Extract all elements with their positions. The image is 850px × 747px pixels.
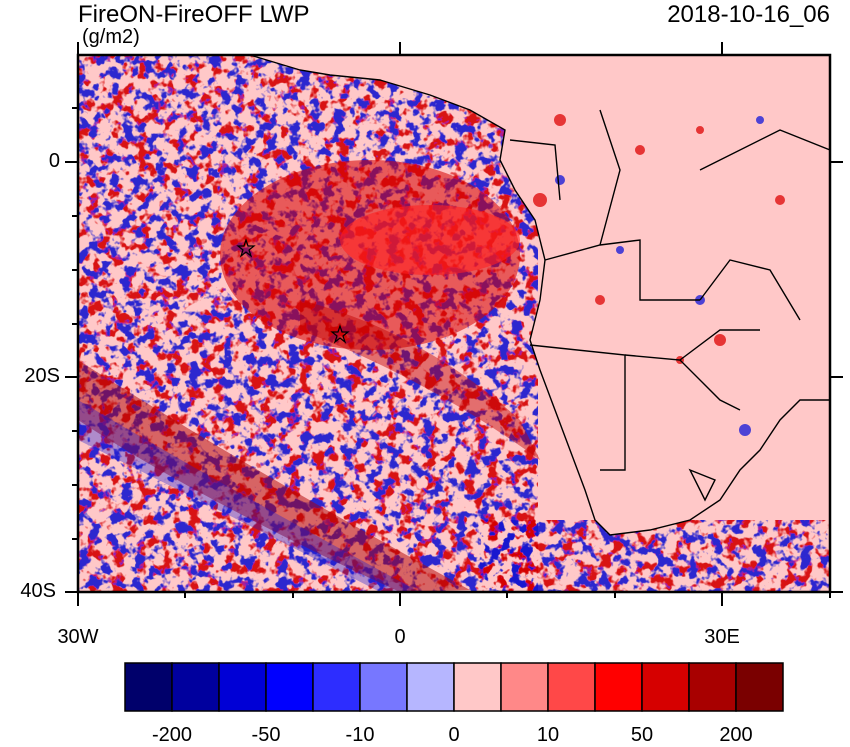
colorbar-swatch: [359, 662, 408, 712]
x-label-30e: 30E: [704, 626, 740, 648]
x-label-0: 0: [394, 626, 406, 648]
colorbar-swatch: [688, 662, 737, 712]
units-label: (g/m2): [82, 26, 140, 48]
colorbar-swatch: [735, 662, 784, 712]
colorbar-swatch: [500, 662, 549, 712]
colorbar-swatch: [124, 662, 173, 712]
star-marker: [330, 324, 350, 344]
colorbar-label: -50: [251, 724, 281, 746]
y-ticks: [65, 107, 843, 593]
colorbar-swatch: [265, 662, 314, 712]
colorbar-swatch: [218, 662, 267, 712]
colorbar-label: 10: [536, 724, 560, 746]
colorbar-label: 200: [719, 724, 753, 746]
colorbar-swatch: [406, 662, 455, 712]
x-label-30w: 30W: [57, 626, 99, 648]
colorbar-swatch: [641, 662, 690, 712]
africa-land: [250, 55, 830, 535]
star-markers: [236, 238, 350, 344]
map-date: 2018-10-16_06: [667, 1, 830, 28]
map-field: [78, 55, 830, 592]
colorbar-swatch: [594, 662, 643, 712]
colorbar-label: -10: [345, 724, 375, 746]
y-label-0: 0: [48, 150, 60, 172]
star-marker: [236, 238, 256, 258]
colorbar-swatch: [171, 662, 220, 712]
colorbar: [124, 662, 784, 712]
country-borders: [249, 55, 830, 536]
y-label-40s: 40S: [20, 580, 56, 602]
colorbar-swatch: [453, 662, 502, 712]
colorbar-label: 50: [630, 724, 654, 746]
colorbar-swatch: [312, 662, 361, 712]
colorbar-label: -200: [151, 724, 193, 746]
colorbar-swatch: [547, 662, 596, 712]
x-ticks: [77, 42, 831, 606]
colorbar-label: 0: [448, 724, 460, 746]
y-label-20s: 20S: [24, 365, 60, 387]
map-title: FireON-FireOFF LWP: [78, 1, 310, 28]
